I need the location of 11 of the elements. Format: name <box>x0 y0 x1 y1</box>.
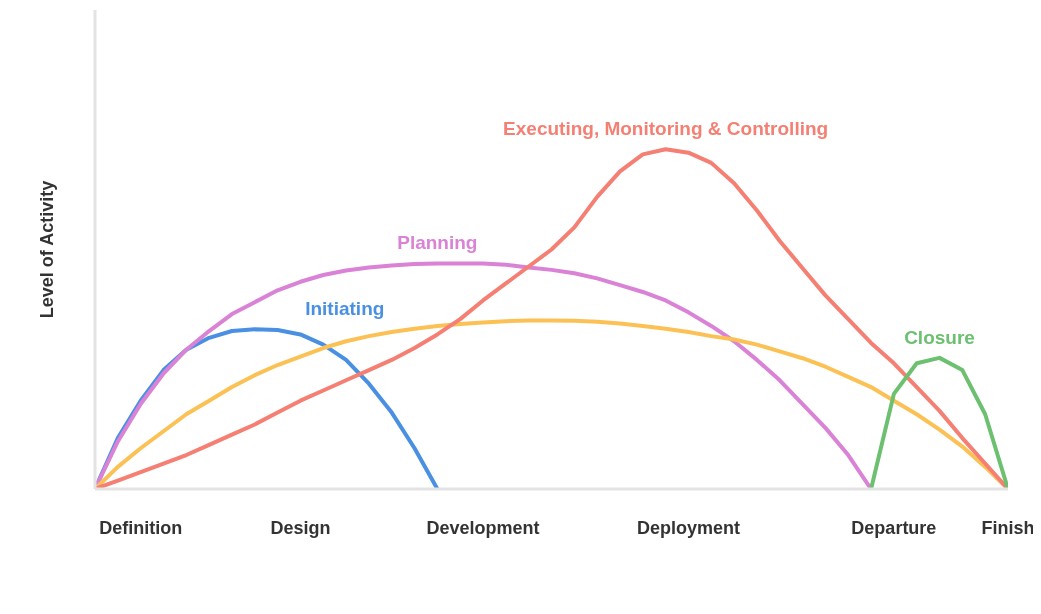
x-tick-label: Deployment <box>636 517 740 538</box>
series-label: Closure <box>904 326 975 348</box>
x-tick-label: Design <box>270 517 331 538</box>
series-label: Planning <box>397 232 478 254</box>
x-tick-label: Development <box>426 517 540 538</box>
series-label: Executing, Monitoring & Controlling <box>503 118 829 140</box>
x-tick-label: Departure <box>851 517 937 538</box>
y-axis-title: Level of Activity <box>37 180 58 319</box>
x-tick-label: Definition <box>99 517 183 538</box>
series-label: Initiating <box>305 298 385 320</box>
x-tick-label: Finish <box>981 517 1035 538</box>
